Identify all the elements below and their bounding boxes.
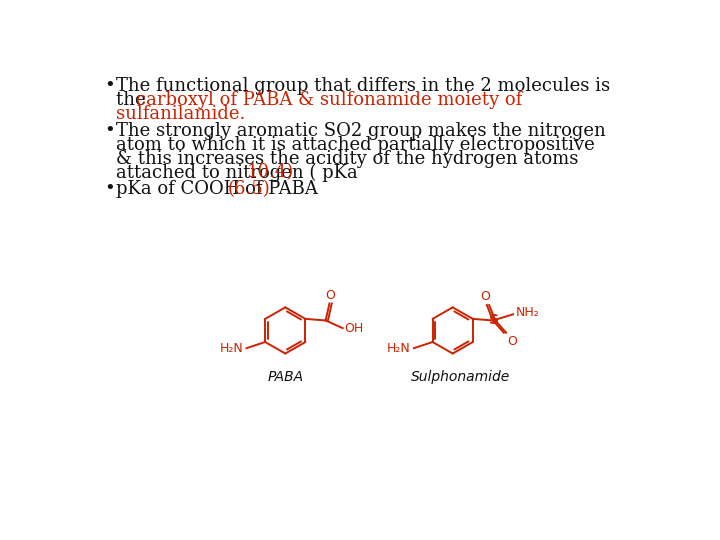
Text: (6.5): (6.5): [228, 180, 271, 198]
Text: NH₂: NH₂: [516, 306, 539, 319]
Text: 10.4): 10.4): [246, 164, 294, 181]
Text: O: O: [507, 335, 517, 348]
Text: PABA: PABA: [267, 370, 303, 384]
Text: The strongly aromatic SO2 group makes the nitrogen: The strongly aromatic SO2 group makes th…: [117, 122, 606, 140]
Text: OH: OH: [344, 322, 364, 335]
Text: O: O: [480, 290, 490, 303]
Text: •: •: [104, 180, 114, 198]
Text: H₂N: H₂N: [220, 342, 243, 355]
Text: •: •: [104, 122, 114, 140]
Text: H₂N: H₂N: [387, 342, 411, 355]
Text: atom to which it is attached partially electropositive: atom to which it is attached partially e…: [117, 136, 595, 154]
Text: & this increases the acidity of the hydrogen atoms: & this increases the acidity of the hydr…: [117, 150, 579, 167]
Text: carboxyl of PABA & sulfonamide moiety of: carboxyl of PABA & sulfonamide moiety of: [136, 91, 522, 109]
Text: The functional group that differs in the 2 molecules is: The functional group that differs in the…: [117, 77, 611, 95]
Text: •: •: [104, 77, 114, 95]
Text: pKa of COOH of PABA: pKa of COOH of PABA: [117, 180, 324, 198]
Text: the: the: [117, 91, 152, 109]
Text: attached to nitrogen ( pKa: attached to nitrogen ( pKa: [117, 164, 364, 181]
Text: O: O: [325, 289, 336, 302]
Text: sulfanilamide.: sulfanilamide.: [117, 105, 246, 123]
Text: S: S: [489, 313, 499, 327]
Text: Sulphonamide: Sulphonamide: [411, 370, 510, 384]
